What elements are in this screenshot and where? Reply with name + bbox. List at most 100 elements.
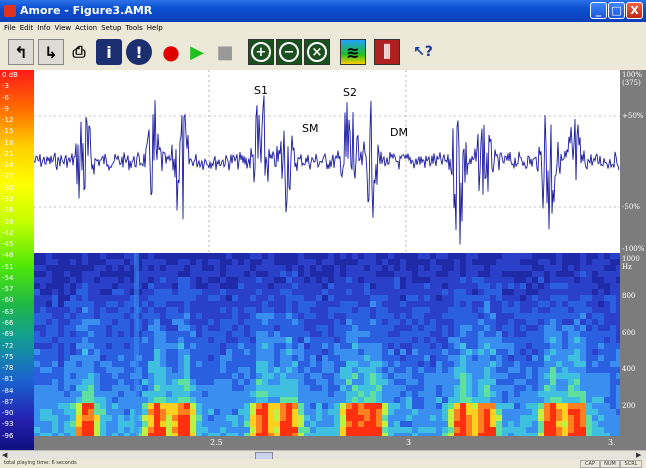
close-button[interactable]: X — [626, 2, 643, 19]
spectrogram-cell — [562, 313, 568, 319]
spectrogram-cell — [40, 373, 46, 379]
spectrogram-cell — [550, 403, 556, 409]
spectrogram-cell — [220, 397, 226, 403]
equalizer-button[interactable]: ⫼ — [374, 39, 400, 65]
spectrogram-cell — [472, 433, 478, 436]
spectrogram-cell — [484, 421, 490, 427]
spectrogram-cell — [424, 427, 430, 433]
spectrogram-cell — [166, 409, 172, 415]
spectrogram-cell — [64, 319, 70, 325]
spectrogram-cell — [586, 337, 592, 343]
spectrogram-view-button[interactable]: ≋ — [340, 39, 366, 65]
spectrogram-cell — [520, 307, 526, 313]
spectrogram-cell — [184, 409, 190, 415]
menu-help[interactable]: Help — [146, 24, 163, 32]
menu-setup[interactable]: Setup — [101, 24, 122, 32]
spectrogram-cell — [484, 349, 490, 355]
spectrogram-cell — [184, 403, 190, 409]
spectrogram-cell — [418, 361, 424, 367]
spectrogram-cell — [304, 271, 310, 277]
spectrogram-cell — [190, 409, 196, 415]
spectrogram-cell — [52, 409, 58, 415]
spectrogram-cell — [424, 271, 430, 277]
play-button[interactable]: ▶ — [184, 39, 210, 65]
zoom-out-button[interactable]: − — [276, 39, 302, 65]
spectrogram-cell — [190, 307, 196, 313]
waveform-panel[interactable]: S1 S2 SM DM — [33, 70, 620, 253]
open-file-button[interactable]: ↰ — [8, 39, 34, 65]
spectrogram-cell — [472, 289, 478, 295]
spectrogram-cell — [598, 415, 604, 421]
spectrogram-cell — [412, 415, 418, 421]
spectrogram-cell — [130, 409, 136, 415]
spectrogram-cell — [574, 331, 580, 337]
zoom-reset-button[interactable]: × — [304, 39, 330, 65]
spectrogram-cell — [490, 361, 496, 367]
spectrogram-cell — [562, 253, 568, 259]
spectrogram-cell — [616, 397, 620, 403]
spectrogram-panel[interactable] — [34, 253, 620, 436]
spectrogram-cell — [166, 355, 172, 361]
menu-tools[interactable]: Tools — [125, 24, 143, 32]
scroll-right-icon[interactable]: ▶ — [636, 451, 642, 459]
help-pointer-button[interactable]: ↖? — [410, 39, 436, 65]
spectrogram-cell — [340, 349, 346, 355]
spectrogram-cell — [274, 337, 280, 343]
spectrogram-cell — [442, 325, 448, 331]
maximize-button[interactable]: □ — [608, 2, 625, 19]
spectrogram-cell — [586, 319, 592, 325]
spectrogram-cell — [118, 397, 124, 403]
spectrogram-cell — [304, 319, 310, 325]
spectrogram-cell — [184, 415, 190, 421]
spectrogram-cell — [562, 373, 568, 379]
record-button[interactable]: ● — [158, 39, 184, 65]
spectrogram-cell — [508, 253, 514, 259]
spectrogram-cell — [64, 415, 70, 421]
alert-button[interactable]: ! — [126, 39, 152, 65]
spectrogram-cell — [142, 397, 148, 403]
spectrogram-cell — [490, 355, 496, 361]
spectrogram-cell — [454, 325, 460, 331]
spectrogram-cell — [352, 277, 358, 283]
spectrogram-cell — [574, 271, 580, 277]
stop-button[interactable]: ■ — [212, 39, 238, 65]
menu-info[interactable]: Info — [37, 24, 51, 32]
spectrogram-cell — [184, 271, 190, 277]
spectrogram-cell — [442, 397, 448, 403]
spectrogram-cell — [382, 379, 388, 385]
menu-file[interactable]: File — [4, 24, 16, 32]
menu-action[interactable]: Action — [75, 24, 98, 32]
spectrogram-cell — [250, 415, 256, 421]
spectrogram-cell — [580, 289, 586, 295]
menu-edit[interactable]: Edit — [19, 24, 34, 32]
app-icon — [4, 5, 16, 17]
zoom-in-button[interactable]: + — [248, 39, 274, 65]
spectrogram-cell — [544, 415, 550, 421]
info-button[interactable]: i — [96, 39, 122, 65]
scroll-left-icon[interactable]: ◀ — [2, 451, 8, 459]
spectrogram-cell — [466, 313, 472, 319]
spectrogram-cell — [598, 253, 604, 259]
spectrogram-cell — [76, 301, 82, 307]
spectrogram-cell — [412, 361, 418, 367]
spectrogram-cell — [520, 385, 526, 391]
spectrogram-cell — [262, 373, 268, 379]
spectrogram-cell — [448, 379, 454, 385]
minimize-button[interactable]: _ — [590, 2, 607, 19]
spectrogram-cell — [592, 283, 598, 289]
export-button[interactable]: ↳ — [38, 39, 64, 65]
spectrogram-cell — [424, 331, 430, 337]
spectrogram-cell — [358, 367, 364, 373]
spectrogram-cell — [430, 289, 436, 295]
spectrogram-cell — [496, 391, 502, 397]
spectrogram-cell — [352, 307, 358, 313]
spectrogram-cell — [322, 403, 328, 409]
window-title: Amore - Figure3.AMR — [20, 4, 153, 17]
spectrogram-cell — [532, 385, 538, 391]
spectrogram-cell — [58, 409, 64, 415]
spectrogram-cell — [352, 265, 358, 271]
spectrogram-cell — [298, 415, 304, 421]
menu-view[interactable]: View — [54, 24, 72, 32]
print-button[interactable]: ⎙ — [66, 39, 92, 65]
spectrogram-cell — [478, 337, 484, 343]
